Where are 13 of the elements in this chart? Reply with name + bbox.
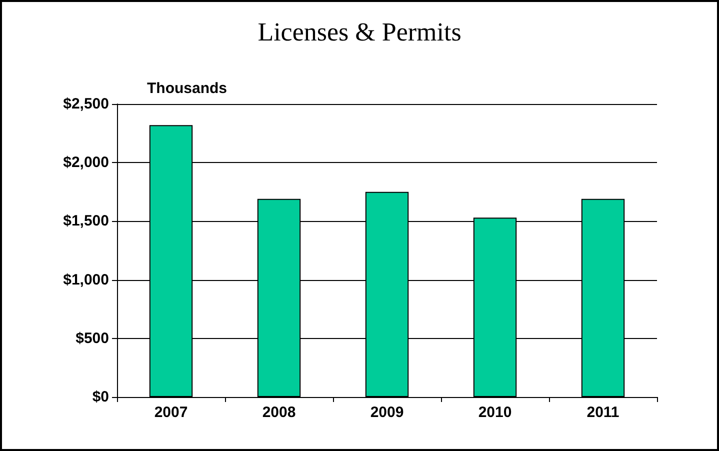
x-tick-label: 2009 — [370, 404, 404, 421]
y-tick-label: $0 — [92, 388, 109, 406]
y-tick-label: $500 — [76, 330, 109, 347]
y-axis-title: Thousands — [147, 80, 228, 97]
x-tick-label: 2011 — [586, 404, 620, 421]
x-tick-label: 2008 — [262, 404, 296, 421]
y-tick-label: $1,500 — [63, 212, 109, 230]
y-tick-label: $2,000 — [63, 154, 109, 172]
y-tick-label: $2,500 — [63, 96, 109, 112]
x-tick-label: 2010 — [478, 404, 512, 421]
x-tick-label: 2007 — [154, 404, 188, 421]
chart-title: Licenses & Permits — [258, 18, 462, 46]
y-tick-label: $1,000 — [63, 271, 109, 288]
